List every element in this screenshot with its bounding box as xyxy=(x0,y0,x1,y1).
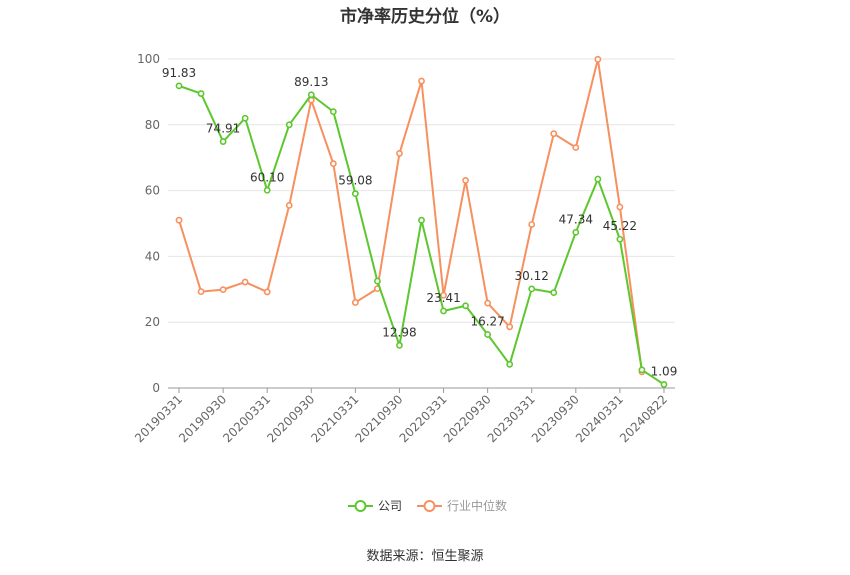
company-data-point[interactable] xyxy=(616,235,624,243)
industry-data-point[interactable] xyxy=(241,278,249,286)
data-label: 45.22 xyxy=(603,219,637,233)
data-label: 16.27 xyxy=(470,314,504,328)
company-data-point[interactable] xyxy=(285,121,293,129)
company-data-point[interactable] xyxy=(462,302,469,310)
company-data-point[interactable] xyxy=(175,82,183,90)
industry-data-point[interactable] xyxy=(572,144,580,151)
industry-data-point[interactable] xyxy=(528,221,536,228)
company-data-point[interactable] xyxy=(263,186,271,194)
data-label: 74.91 xyxy=(206,122,240,136)
legend-industry-label[interactable]: 行业中位数 xyxy=(447,498,507,513)
y-tick-label: 20 xyxy=(145,315,160,329)
data-label: 59.08 xyxy=(338,174,372,188)
company-data-point[interactable] xyxy=(440,307,447,315)
industry-series-line xyxy=(178,58,643,373)
chart-title: 市净率历史分位（%） xyxy=(339,7,511,27)
y-tick-label: 60 xyxy=(145,184,160,198)
company-data-point[interactable] xyxy=(506,360,514,368)
industry-data-point[interactable] xyxy=(440,291,447,299)
industry-data-point[interactable] xyxy=(616,203,624,211)
company-data-point[interactable] xyxy=(219,138,227,145)
y-tick-label: 100 xyxy=(137,52,160,66)
industry-data-point[interactable] xyxy=(285,202,293,209)
data-label: 91.83 xyxy=(162,66,196,80)
industry-data-point[interactable] xyxy=(219,286,227,294)
industry-data-point[interactable] xyxy=(594,55,602,63)
company-data-point[interactable] xyxy=(307,91,315,99)
y-tick-label: 0 xyxy=(152,381,160,395)
company-data-point[interactable] xyxy=(351,190,359,198)
y-tick-label: 80 xyxy=(145,118,160,132)
data-label: 23.41 xyxy=(426,291,460,305)
industry-data-point[interactable] xyxy=(396,150,403,157)
data-label: 30.12 xyxy=(515,269,549,283)
x-tick-label: 20240822 xyxy=(617,392,670,445)
industry-data-point[interactable] xyxy=(197,288,205,296)
company-data-point[interactable] xyxy=(329,108,337,116)
y-tick-label: 40 xyxy=(145,249,160,263)
company-data-point[interactable] xyxy=(528,285,536,293)
company-data-point[interactable] xyxy=(241,114,249,122)
data-label: 47.34 xyxy=(559,212,593,226)
legend-company-marker[interactable] xyxy=(354,500,367,512)
industry-data-point[interactable] xyxy=(175,216,183,224)
industry-data-point[interactable] xyxy=(550,130,558,138)
company-data-point[interactable] xyxy=(197,90,205,97)
legend-company-label[interactable]: 公司 xyxy=(378,499,402,513)
data-label: 12.98 xyxy=(382,325,416,339)
company-data-point[interactable] xyxy=(572,228,580,236)
industry-data-point[interactable] xyxy=(418,77,425,85)
industry-data-point[interactable] xyxy=(506,323,514,331)
company-data-point[interactable] xyxy=(484,331,492,338)
company-data-point[interactable] xyxy=(594,175,602,183)
data-label: 1.09 xyxy=(651,364,678,378)
company-series-line xyxy=(178,84,665,386)
legend-industry-marker[interactable] xyxy=(423,500,436,512)
industry-data-point[interactable] xyxy=(351,299,359,306)
industry-data-point[interactable] xyxy=(329,160,337,168)
company-data-point[interactable] xyxy=(660,381,668,388)
data-label: 89.13 xyxy=(294,75,328,89)
data-label: 60.10 xyxy=(250,170,284,184)
company-data-point[interactable] xyxy=(396,341,403,349)
industry-data-point[interactable] xyxy=(263,288,271,296)
company-data-point[interactable] xyxy=(550,289,558,296)
data-source: 数据来源：恒生聚源 xyxy=(366,549,484,564)
company-data-point[interactable] xyxy=(638,366,646,374)
industry-data-point[interactable] xyxy=(484,299,492,307)
industry-data-point[interactable] xyxy=(462,177,469,184)
company-data-point[interactable] xyxy=(374,277,381,285)
company-data-point[interactable] xyxy=(418,216,425,224)
